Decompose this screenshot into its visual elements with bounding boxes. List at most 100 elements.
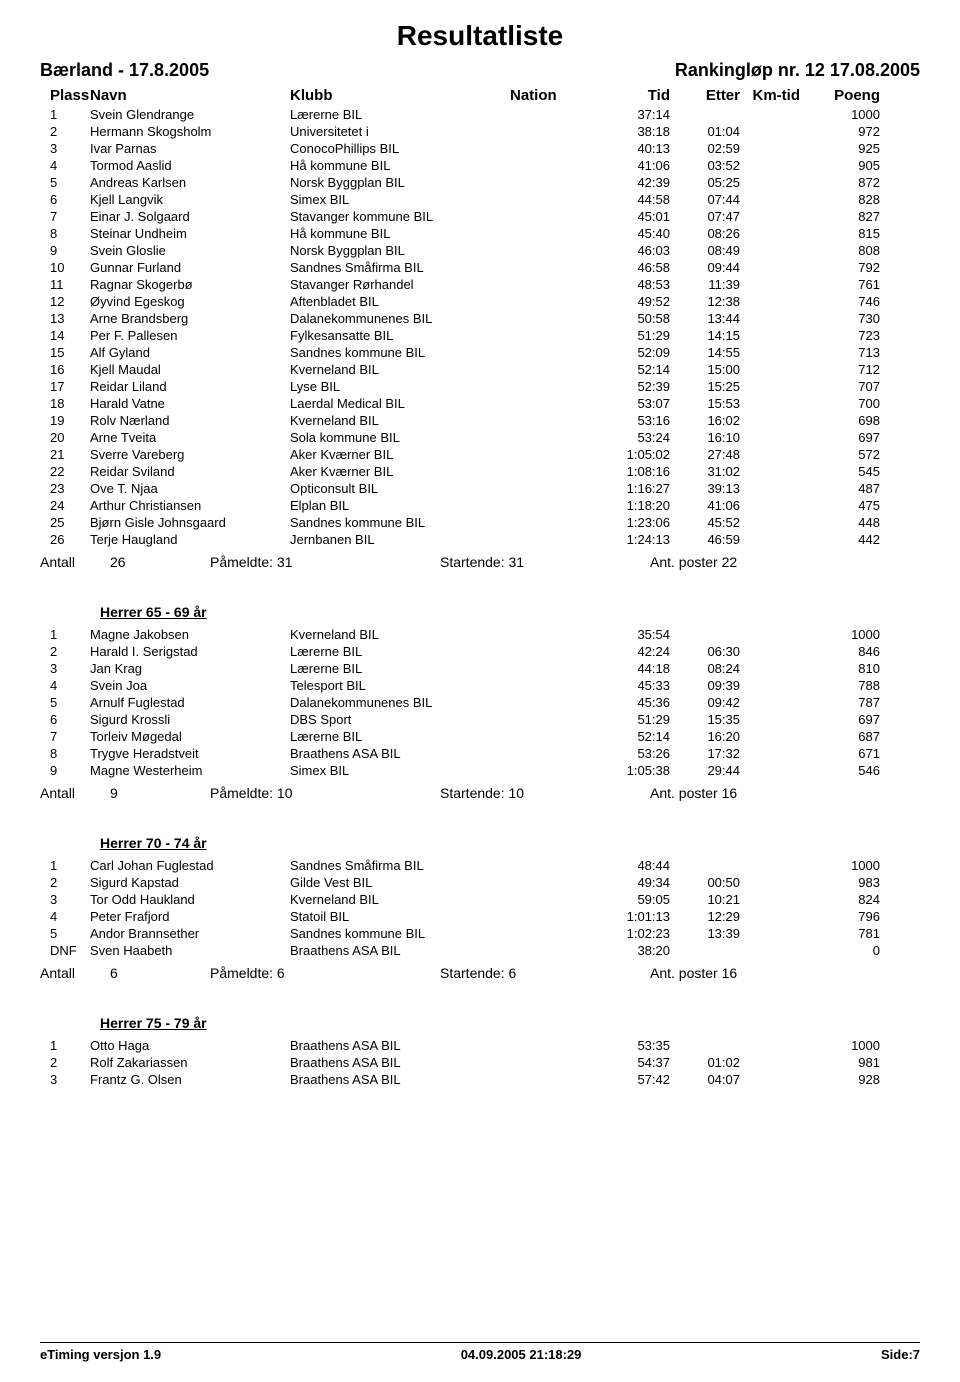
col-nation: Nation (510, 87, 590, 104)
cell-klubb: DBS Sport (290, 712, 510, 727)
cell-poeng: 808 (800, 243, 880, 258)
cell-etter: 29:44 (670, 763, 740, 778)
summary-pameldte: Påmeldte: 10 (210, 785, 440, 801)
cell-etter: 08:49 (670, 243, 740, 258)
cell-klubb: Lærerne BIL (290, 729, 510, 744)
groups-container: 1Svein GlendrangeLærerne BIL37:1410002He… (40, 106, 920, 1088)
cell-plass: 1 (40, 858, 90, 873)
cell-etter: 12:29 (670, 909, 740, 924)
cell-tid: 52:14 (590, 362, 670, 377)
cell-etter: 03:52 (670, 158, 740, 173)
cell-etter (670, 943, 740, 958)
group-title: Herrer 75 - 79 år (40, 1015, 920, 1031)
cell-nation (510, 892, 590, 907)
cell-poeng: 723 (800, 328, 880, 343)
cell-poeng: 828 (800, 192, 880, 207)
cell-navn: Ragnar Skogerbø (90, 277, 290, 292)
cell-tid: 53:16 (590, 413, 670, 428)
table-row: 14Per F. PallesenFylkesansatte BIL51:291… (40, 327, 920, 344)
cell-plass: 23 (40, 481, 90, 496)
cell-tid: 44:18 (590, 661, 670, 676)
group-title: Herrer 65 - 69 år (40, 604, 920, 620)
cell-klubb: Hå kommune BIL (290, 226, 510, 241)
cell-tid: 45:36 (590, 695, 670, 710)
cell-poeng: 545 (800, 464, 880, 479)
cell-klubb: Norsk Byggplan BIL (290, 175, 510, 190)
table-row: 2Rolf ZakariassenBraathens ASA BIL54:370… (40, 1054, 920, 1071)
col-navn: Navn (90, 87, 290, 104)
cell-kmtid (740, 396, 800, 411)
cell-tid: 1:05:02 (590, 447, 670, 462)
table-row: 9Magne WesterheimSimex BIL1:05:3829:4454… (40, 762, 920, 779)
cell-etter: 14:55 (670, 345, 740, 360)
table-row: 25Bjørn Gisle JohnsgaardSandnes kommune … (40, 514, 920, 531)
cell-kmtid (740, 481, 800, 496)
cell-poeng: 810 (800, 661, 880, 676)
cell-nation (510, 124, 590, 139)
summary-antall-label: Antall (40, 785, 110, 801)
cell-kmtid (740, 226, 800, 241)
table-row: 5Arnulf FuglestadDalanekommunenes BIL45:… (40, 694, 920, 711)
table-row: 7Torleiv MøgedalLærerne BIL52:1416:20687 (40, 728, 920, 745)
cell-klubb: Sandnes Småfirma BIL (290, 260, 510, 275)
cell-tid: 49:52 (590, 294, 670, 309)
cell-poeng: 572 (800, 447, 880, 462)
cell-plass: 6 (40, 192, 90, 207)
cell-poeng: 972 (800, 124, 880, 139)
cell-navn: Harald I. Serigstad (90, 644, 290, 659)
cell-tid: 49:34 (590, 875, 670, 890)
cell-plass: 1 (40, 627, 90, 642)
table-row: 6Kjell LangvikSimex BIL44:5807:44828 (40, 191, 920, 208)
cell-plass: 9 (40, 243, 90, 258)
cell-poeng: 827 (800, 209, 880, 224)
cell-klubb: Aker Kværner BIL (290, 447, 510, 462)
col-klubb: Klubb (290, 87, 510, 104)
cell-klubb: Fylkesansatte BIL (290, 328, 510, 343)
cell-plass: 15 (40, 345, 90, 360)
table-row: 17Reidar LilandLyse BIL52:3915:25707 (40, 378, 920, 395)
cell-etter: 16:02 (670, 413, 740, 428)
cell-navn: Otto Haga (90, 1038, 290, 1053)
table-row: 10Gunnar FurlandSandnes Småfirma BIL46:5… (40, 259, 920, 276)
cell-nation (510, 362, 590, 377)
cell-klubb: Norsk Byggplan BIL (290, 243, 510, 258)
cell-navn: Rolf Zakariassen (90, 1055, 290, 1070)
cell-tid: 44:58 (590, 192, 670, 207)
cell-navn: Svein Gloslie (90, 243, 290, 258)
summary-antall-label: Antall (40, 965, 110, 981)
cell-nation (510, 909, 590, 924)
cell-kmtid (740, 345, 800, 360)
cell-poeng: 1000 (800, 1038, 880, 1053)
cell-navn: Tormod Aaslid (90, 158, 290, 173)
cell-tid: 51:29 (590, 712, 670, 727)
cell-nation (510, 943, 590, 958)
cell-poeng: 925 (800, 141, 880, 156)
cell-etter: 07:47 (670, 209, 740, 224)
cell-klubb: Opticonsult BIL (290, 481, 510, 496)
cell-nation (510, 396, 590, 411)
table-row: 6Sigurd KrossliDBS Sport51:2915:35697 (40, 711, 920, 728)
cell-kmtid (740, 311, 800, 326)
cell-tid: 53:35 (590, 1038, 670, 1053)
cell-klubb: Braathens ASA BIL (290, 1055, 510, 1070)
cell-kmtid (740, 260, 800, 275)
cell-kmtid (740, 328, 800, 343)
cell-kmtid (740, 209, 800, 224)
cell-etter: 16:20 (670, 729, 740, 744)
cell-kmtid (740, 515, 800, 530)
cell-plass: 8 (40, 226, 90, 241)
cell-kmtid (740, 695, 800, 710)
cell-etter: 01:02 (670, 1055, 740, 1070)
cell-nation (510, 294, 590, 309)
cell-klubb: Aftenbladet BIL (290, 294, 510, 309)
cell-tid: 1:08:16 (590, 464, 670, 479)
cell-klubb: Stavanger Rørhandel (290, 277, 510, 292)
table-row: 1Magne JakobsenKverneland BIL35:541000 (40, 626, 920, 643)
cell-poeng: 788 (800, 678, 880, 693)
cell-poeng: 1000 (800, 107, 880, 122)
cell-etter: 14:15 (670, 328, 740, 343)
cell-poeng: 698 (800, 413, 880, 428)
cell-plass: 7 (40, 729, 90, 744)
cell-navn: Sverre Vareberg (90, 447, 290, 462)
cell-etter: 09:39 (670, 678, 740, 693)
